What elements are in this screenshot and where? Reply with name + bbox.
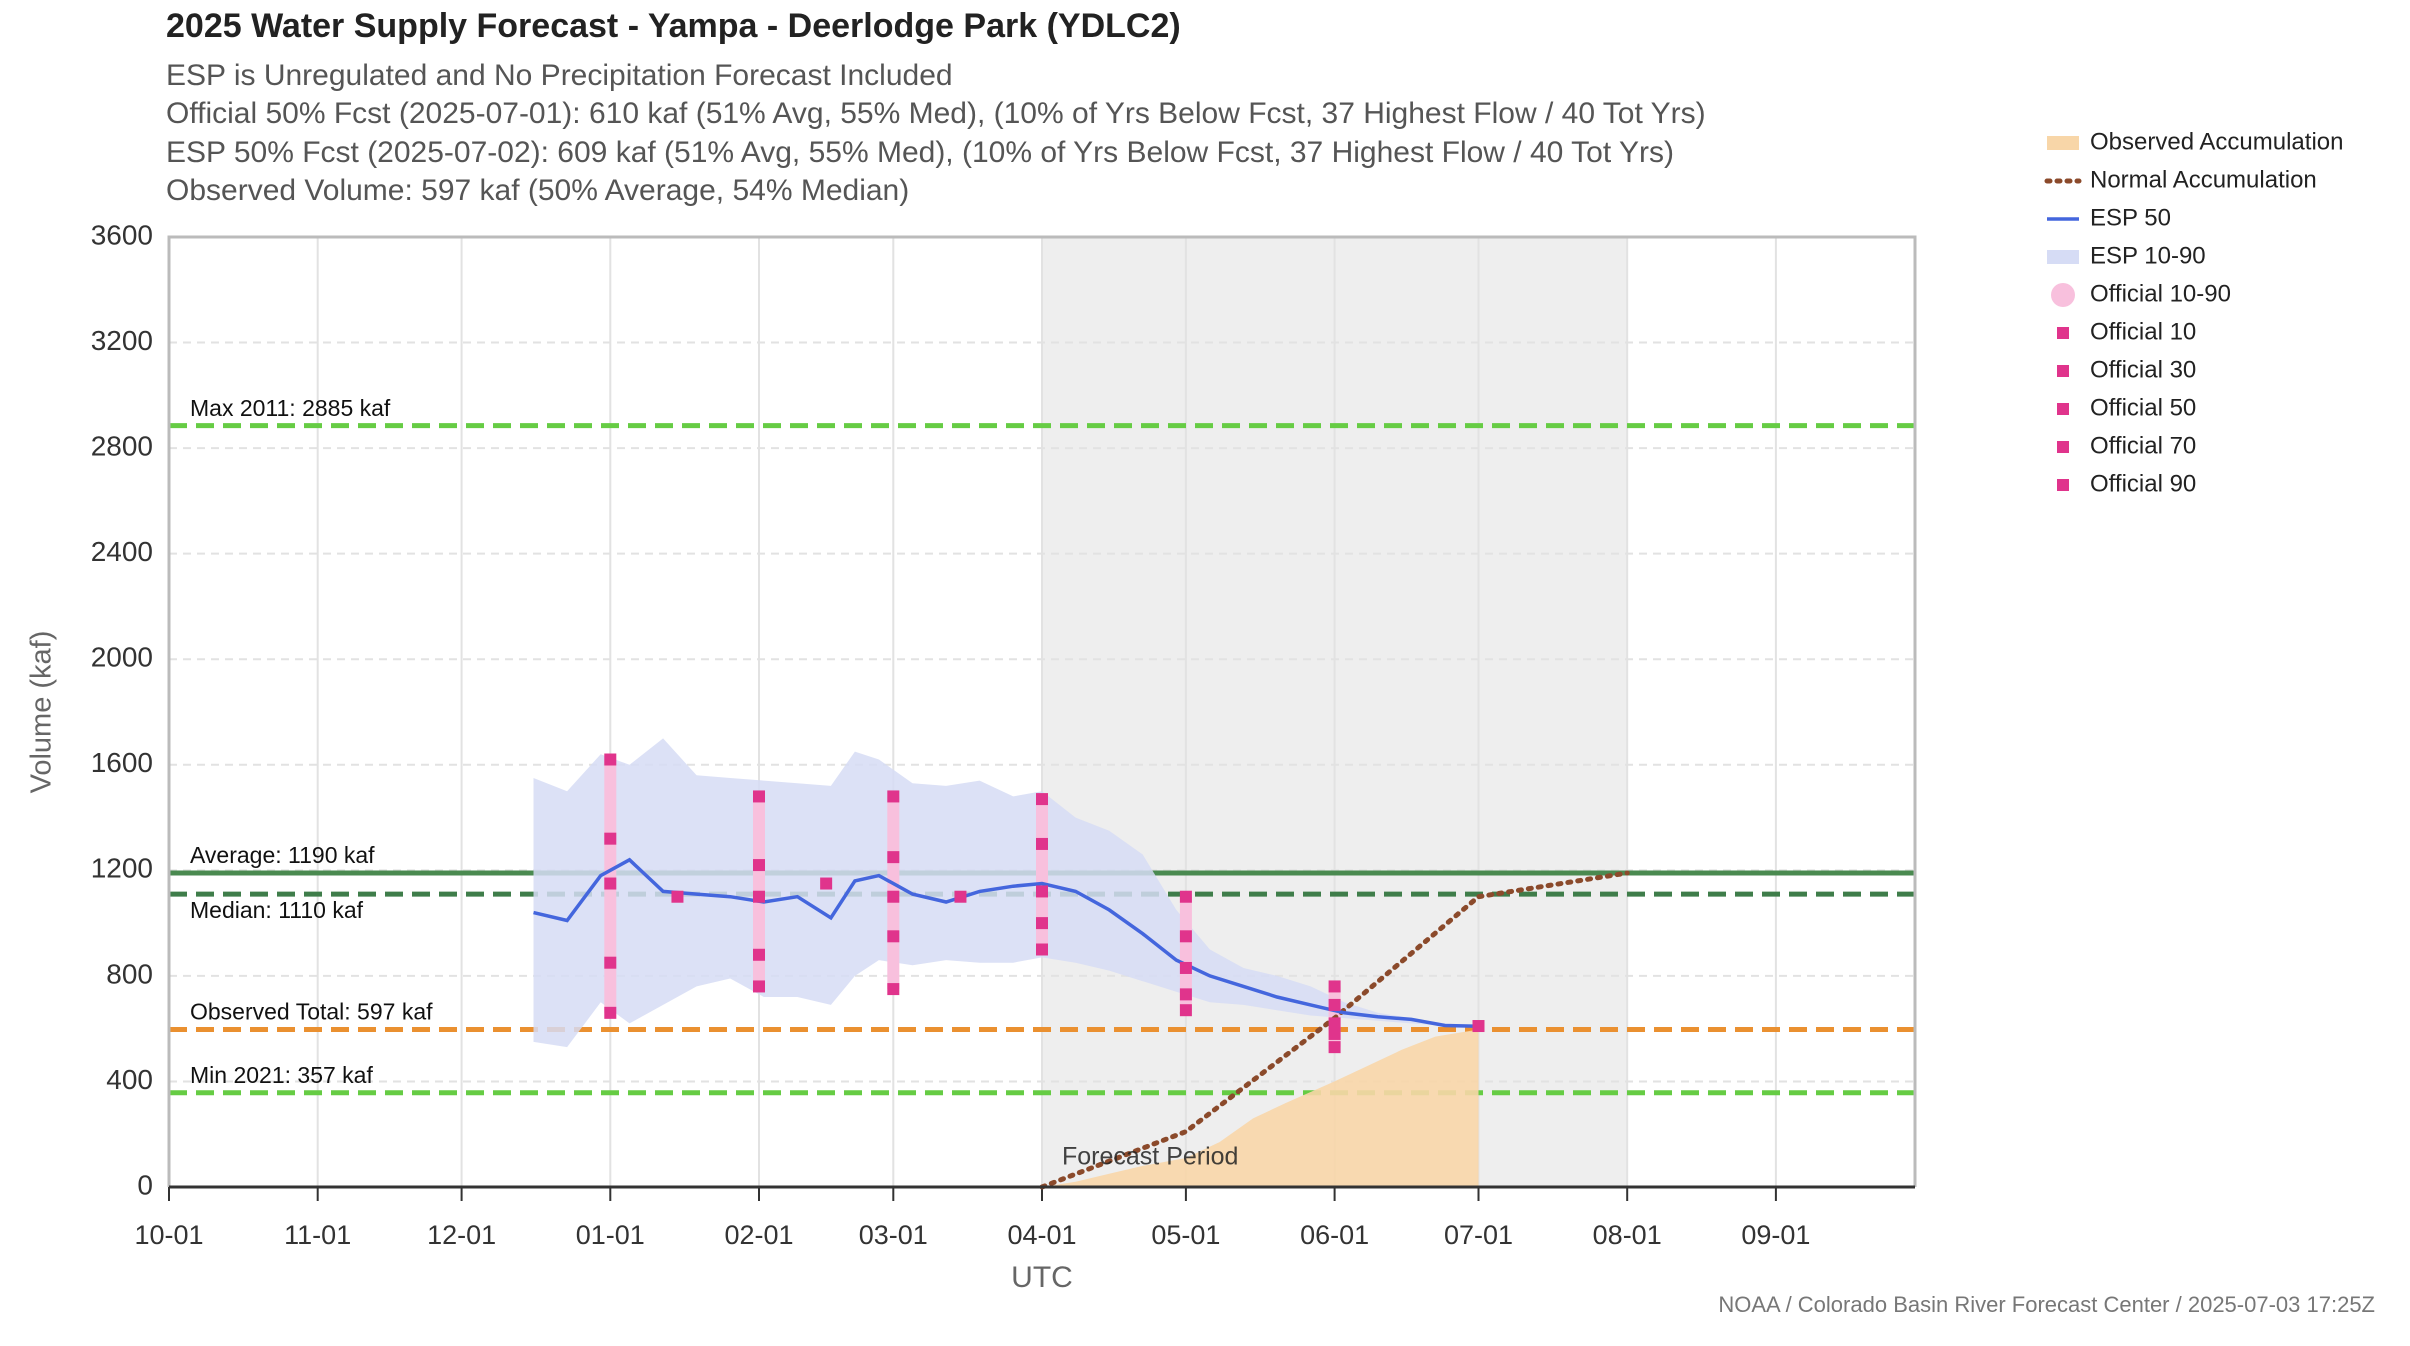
legend-label: Official 10	[2090, 318, 2196, 345]
legend-label: Official 90	[2090, 470, 2196, 497]
legend-symbol	[2057, 365, 2069, 377]
x-tick-label: 03-01	[859, 1220, 928, 1250]
y-tick-label: 1600	[91, 747, 153, 778]
official-marker	[752, 859, 765, 872]
y-tick-label: 3200	[91, 325, 153, 356]
x-axis-label: UTC	[1011, 1261, 1073, 1294]
legend-label: Official 10-90	[2090, 280, 2231, 307]
y-tick-label: 2800	[91, 431, 153, 462]
official-marker	[752, 790, 765, 803]
official-marker	[1328, 1041, 1341, 1054]
official-marker	[954, 890, 967, 903]
official-marker	[887, 790, 900, 803]
legend-symbol	[2047, 136, 2079, 150]
legend-symbol	[2057, 479, 2069, 491]
observed-area	[1042, 1029, 1479, 1187]
y-tick-label: 0	[137, 1169, 153, 1200]
x-tick-label: 11-01	[284, 1220, 351, 1250]
official-marker	[1328, 980, 1341, 993]
legend-symbol	[2047, 250, 2079, 264]
y-tick-label: 800	[106, 958, 153, 989]
x-tick-label: 02-01	[724, 1220, 793, 1250]
legend-label: Normal Accumulation	[2090, 166, 2317, 193]
legend-symbol	[2057, 327, 2069, 339]
official-marker	[604, 877, 617, 890]
official-marker	[604, 832, 617, 845]
subtitle: ESP 50% Fcst (2025-07-02): 609 kaf (51% …	[166, 136, 1674, 169]
esp-line	[533, 857, 1479, 1029]
x-tick-label: 09-01	[1741, 1220, 1810, 1250]
official-marker	[752, 980, 765, 993]
official-marker	[1179, 1004, 1192, 1017]
footer: NOAA / Colorado Basin River Forecast Cen…	[1718, 1292, 2375, 1317]
legend-symbol	[2057, 403, 2069, 415]
official-marker	[820, 877, 833, 890]
legend-symbol	[2051, 283, 2075, 307]
y-axis-label: Volume (kaf)	[26, 631, 58, 794]
official-marker	[1036, 917, 1048, 930]
official-marker	[752, 890, 765, 903]
reference-label: Average: 1190 kaf	[190, 842, 375, 868]
x-tick-label: 01-01	[576, 1220, 645, 1250]
reference-label: Min 2021: 357 kaf	[190, 1062, 373, 1088]
subtitle: Official 50% Fcst (2025-07-01): 610 kaf …	[166, 97, 1706, 130]
official-marker	[604, 956, 617, 969]
legend-label: Observed Accumulation	[2090, 128, 2343, 155]
official-marker	[1179, 961, 1192, 974]
official-range	[1036, 799, 1048, 950]
y-tick-label: 3600	[91, 219, 153, 250]
official-marker	[887, 983, 900, 996]
official-marker	[887, 890, 900, 903]
y-tick-label: 1200	[91, 853, 153, 884]
legend-label: Official 70	[2090, 432, 2196, 459]
official-marker	[1472, 1020, 1485, 1033]
official-marker	[604, 1006, 617, 1019]
official-marker	[1179, 890, 1192, 903]
reference-label: Max 2011: 2885 kaf	[190, 395, 391, 421]
y-tick-label: 2000	[91, 642, 153, 673]
legend-label: ESP 50	[2090, 204, 2171, 231]
official-marker	[1179, 988, 1192, 1001]
x-tick-label: 06-01	[1300, 1220, 1369, 1250]
official-marker	[1036, 793, 1048, 806]
reference-label: Median: 1110 kaf	[190, 897, 364, 923]
legend-label: Official 30	[2090, 356, 2196, 383]
official-marker	[1179, 930, 1192, 943]
official-marker	[887, 930, 900, 943]
official-marker	[1328, 998, 1341, 1011]
subtitle: Observed Volume: 597 kaf (50% Average, 5…	[166, 174, 909, 207]
legend-symbol	[2057, 441, 2069, 453]
official-marker	[604, 753, 617, 766]
legend-label: ESP 10-90	[2090, 242, 2206, 269]
x-tick-label: 12-01	[427, 1220, 496, 1250]
official-range	[1179, 896, 1192, 1011]
x-tick-label: 08-01	[1593, 1220, 1662, 1250]
official-marker	[1036, 943, 1048, 956]
legend-label: Official 50	[2090, 394, 2196, 421]
y-tick-label: 2400	[91, 536, 153, 567]
x-tick-label: 07-01	[1444, 1220, 1513, 1250]
x-tick-label: 04-01	[1007, 1220, 1076, 1250]
plot-frame	[167, 235, 1917, 1187]
official-marker	[1328, 1027, 1341, 1040]
official-marker	[752, 948, 765, 961]
official-marker	[671, 890, 684, 903]
chart-title: 2025 Water Supply Forecast - Yampa - Dee…	[166, 7, 1181, 45]
forecast-period-label: Forecast Period	[1062, 1143, 1238, 1171]
y-tick-label: 400	[106, 1064, 153, 1095]
official-marker	[1328, 1017, 1341, 1030]
subtitle: ESP is Unregulated and No Precipitation …	[166, 59, 953, 92]
esp-band	[533, 738, 1479, 1048]
official-marker	[1036, 837, 1048, 850]
official-marker	[1036, 885, 1048, 898]
x-tick-label: 05-01	[1151, 1220, 1220, 1250]
official-marker	[887, 851, 900, 864]
x-tick-label: 10-01	[134, 1220, 203, 1250]
reference-label: Observed Total: 597 kaf	[190, 999, 433, 1025]
